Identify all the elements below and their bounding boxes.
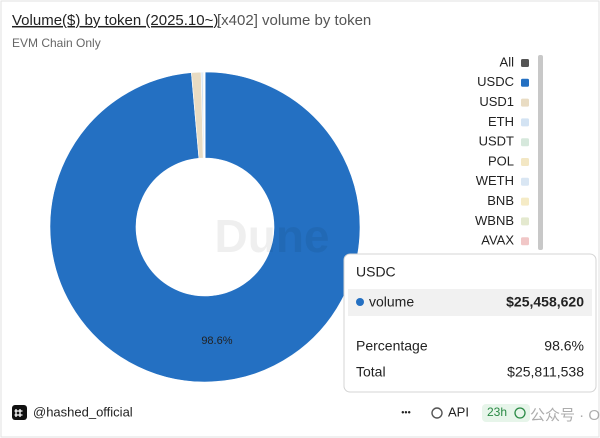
api-button[interactable]: API bbox=[448, 404, 469, 419]
legend-swatch bbox=[521, 138, 529, 147]
legend-label[interactable]: POL bbox=[488, 153, 514, 168]
watermark: Dune bbox=[215, 210, 330, 262]
tooltip-highlight bbox=[348, 289, 592, 316]
tooltip-total-value: $25,811,538 bbox=[507, 364, 584, 380]
legend-label[interactable]: BNB bbox=[487, 193, 514, 208]
hash-glyph bbox=[14, 409, 23, 417]
check-icon bbox=[514, 407, 526, 419]
donut-chart: 98.6% bbox=[49, 71, 361, 383]
tooltip-series-value: $25,458,620 bbox=[506, 294, 584, 310]
tooltip-percentage-label: Percentage bbox=[356, 338, 428, 354]
legend-swatch bbox=[521, 237, 529, 246]
tooltip: USDC volume $25,458,620 Percentage 98.6%… bbox=[343, 253, 597, 393]
chart-note: EVM Chain Only bbox=[12, 36, 101, 50]
legend-swatch bbox=[521, 177, 529, 186]
data-label: 98.6% bbox=[201, 335, 232, 347]
age-text: 23h bbox=[487, 405, 507, 419]
legend: All USDC USD1 ETH USDT POL WETH BNB WBNB AVAX bbox=[475, 54, 529, 248]
legend-swatch bbox=[521, 78, 529, 87]
scrollbar[interactable] bbox=[538, 55, 543, 250]
legend-label[interactable]: USDT bbox=[479, 134, 514, 149]
tooltip-dot bbox=[356, 298, 364, 306]
tooltip-title: USDC bbox=[356, 264, 396, 280]
legend-label[interactable]: AVAX bbox=[481, 233, 514, 248]
legend-label[interactable]: All bbox=[500, 54, 515, 69]
legend-label[interactable]: WBNB bbox=[475, 213, 514, 228]
legend-swatch bbox=[521, 217, 529, 226]
api-icon bbox=[431, 407, 443, 419]
tooltip-total-label: Total bbox=[356, 364, 386, 380]
footer-user[interactable]: @hashed_official bbox=[33, 404, 133, 419]
tooltip-box bbox=[343, 253, 597, 393]
legend-swatch bbox=[521, 197, 529, 206]
legend-swatch bbox=[521, 158, 529, 166]
legend-label[interactable]: ETH bbox=[488, 114, 514, 129]
legend-label[interactable]: USD1 bbox=[479, 94, 514, 109]
chart-title[interactable]: Volume($) by token (2025.10~) bbox=[12, 12, 218, 29]
tooltip-percentage-value: 98.6% bbox=[544, 338, 584, 354]
legend-swatch bbox=[521, 118, 529, 127]
watermark: 公众号 · Odaily bbox=[530, 407, 600, 424]
legend-label[interactable]: USDC bbox=[477, 74, 514, 89]
legend-swatch bbox=[521, 59, 529, 67]
tooltip-series: volume bbox=[369, 294, 414, 310]
slice bbox=[49, 71, 361, 383]
more-button[interactable]: ••• bbox=[401, 407, 410, 417]
chart-subtitle: [x402] volume by token bbox=[217, 12, 371, 29]
legend-swatch bbox=[521, 98, 529, 107]
legend-label[interactable]: WETH bbox=[476, 173, 514, 188]
